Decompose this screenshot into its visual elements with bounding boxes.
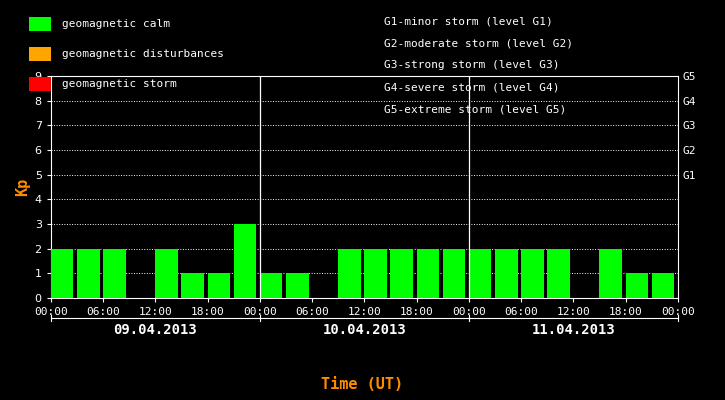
Bar <box>51 249 73 298</box>
Bar <box>260 273 283 298</box>
Bar <box>286 273 309 298</box>
Text: Time (UT): Time (UT) <box>321 377 404 392</box>
Bar <box>626 273 648 298</box>
Bar <box>181 273 204 298</box>
Text: geomagnetic disturbances: geomagnetic disturbances <box>62 49 223 59</box>
Bar <box>495 249 518 298</box>
Bar <box>155 249 178 298</box>
Bar <box>547 249 570 298</box>
Text: 09.04.2013: 09.04.2013 <box>113 323 197 337</box>
Bar <box>338 249 361 298</box>
Bar <box>417 249 439 298</box>
Bar <box>364 249 387 298</box>
Text: 10.04.2013: 10.04.2013 <box>323 323 406 337</box>
Text: G5-extreme storm (level G5): G5-extreme storm (level G5) <box>384 104 566 114</box>
Y-axis label: Kp: Kp <box>15 178 30 196</box>
Bar <box>391 249 413 298</box>
Bar <box>103 249 125 298</box>
Bar <box>77 249 99 298</box>
Text: G1-minor storm (level G1): G1-minor storm (level G1) <box>384 16 553 26</box>
Bar <box>207 273 230 298</box>
Bar <box>233 224 257 298</box>
Text: G2-moderate storm (level G2): G2-moderate storm (level G2) <box>384 38 573 48</box>
Bar <box>652 273 674 298</box>
Bar <box>469 249 492 298</box>
Bar <box>521 249 544 298</box>
Text: 11.04.2013: 11.04.2013 <box>531 323 616 337</box>
Text: G3-strong storm (level G3): G3-strong storm (level G3) <box>384 60 560 70</box>
Bar <box>443 249 465 298</box>
Bar <box>600 249 622 298</box>
Text: geomagnetic calm: geomagnetic calm <box>62 19 170 29</box>
Text: geomagnetic storm: geomagnetic storm <box>62 79 176 89</box>
Text: G4-severe storm (level G4): G4-severe storm (level G4) <box>384 82 560 92</box>
